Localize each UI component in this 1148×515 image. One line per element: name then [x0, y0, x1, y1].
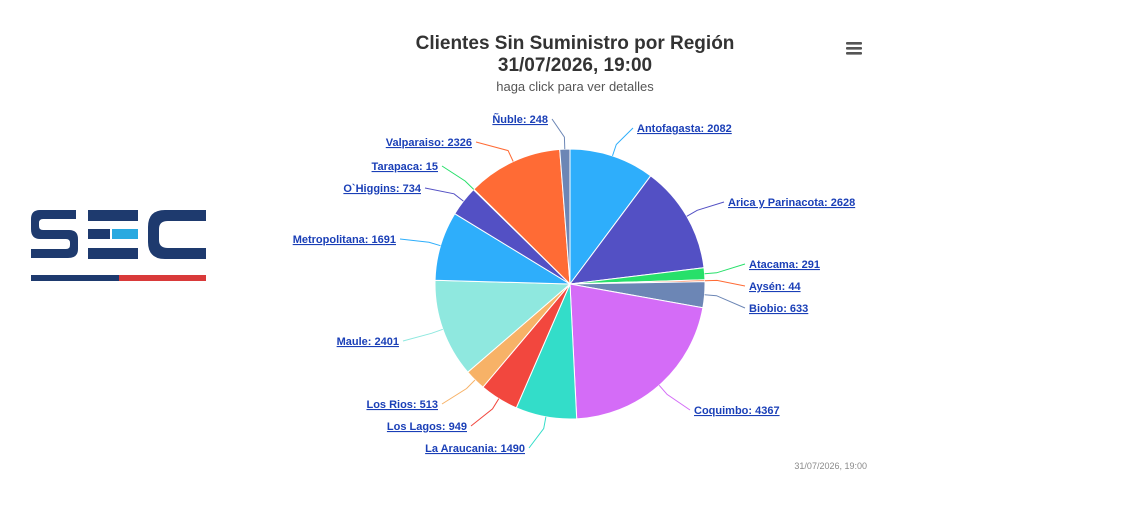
chart-subtitle: haga click para ver detalles — [496, 79, 654, 94]
slice-label[interactable]: Los Lagos: 949 — [387, 421, 467, 433]
slice-label[interactable]: Valparaiso: 2326 — [386, 137, 472, 149]
connector-line — [475, 141, 514, 162]
chart-title-date: 31/07/2026, 19:00 — [498, 55, 652, 76]
pie-slices — [434, 148, 706, 420]
chart-title: Clientes Sin Suministro por Región — [416, 33, 735, 54]
connector-line — [704, 263, 746, 275]
slice-label[interactable]: Maule: 2401 — [337, 336, 399, 348]
connector-line — [704, 294, 746, 309]
connector-line — [704, 279, 746, 287]
sec-logo — [31, 210, 206, 281]
slice-label[interactable]: Tarapaca: 15 — [372, 161, 438, 173]
slice-label[interactable]: Biobio: 633 — [749, 303, 808, 315]
slice-labels: Antofagasta: 2082 Arica y Parinacota: 262… — [293, 113, 856, 455]
pie-slice-antofagasta[interactable] — [569, 148, 652, 286]
slice-label[interactable]: La Araucania: 1490 — [425, 443, 525, 455]
connector-line — [399, 238, 441, 247]
connector-line — [658, 384, 691, 411]
slice-label[interactable]: Aysén: 44 — [749, 281, 801, 293]
connector-line — [441, 379, 476, 405]
pie-slice-coquimbo[interactable] — [569, 283, 704, 420]
slice-label[interactable]: Coquimbo: 4367 — [694, 405, 780, 417]
connector-line — [470, 398, 500, 427]
connector-line — [612, 127, 634, 157]
slice-label[interactable]: Atacama: 291 — [749, 259, 820, 271]
connector-line — [528, 416, 547, 449]
slice-label[interactable]: Ñuble: 248 — [492, 113, 548, 126]
connector-line — [686, 201, 725, 217]
pie-slice-maule[interactable] — [434, 279, 572, 373]
slice-label[interactable]: Los Rios: 513 — [366, 399, 438, 411]
connector-line — [441, 165, 475, 190]
slice-label[interactable]: Metropolitana: 1691 — [293, 234, 396, 246]
chart-credit: 31/07/2026, 19:00 — [794, 461, 867, 471]
pie-slice-arica-y-parinacota[interactable] — [568, 175, 705, 285]
pie-slice-valparaiso[interactable] — [473, 148, 571, 286]
connector-line — [551, 118, 566, 150]
connector-line — [402, 328, 443, 342]
hamburger-menu-icon[interactable] — [840, 36, 868, 62]
slice-label[interactable]: O`Higgins: 734 — [343, 183, 422, 195]
label-connectors — [399, 118, 746, 449]
connector-line — [424, 187, 464, 202]
slice-label[interactable]: Arica y Parinacota: 2628 — [728, 197, 855, 209]
slice-label[interactable]: Antofagasta: 2082 — [637, 123, 732, 135]
